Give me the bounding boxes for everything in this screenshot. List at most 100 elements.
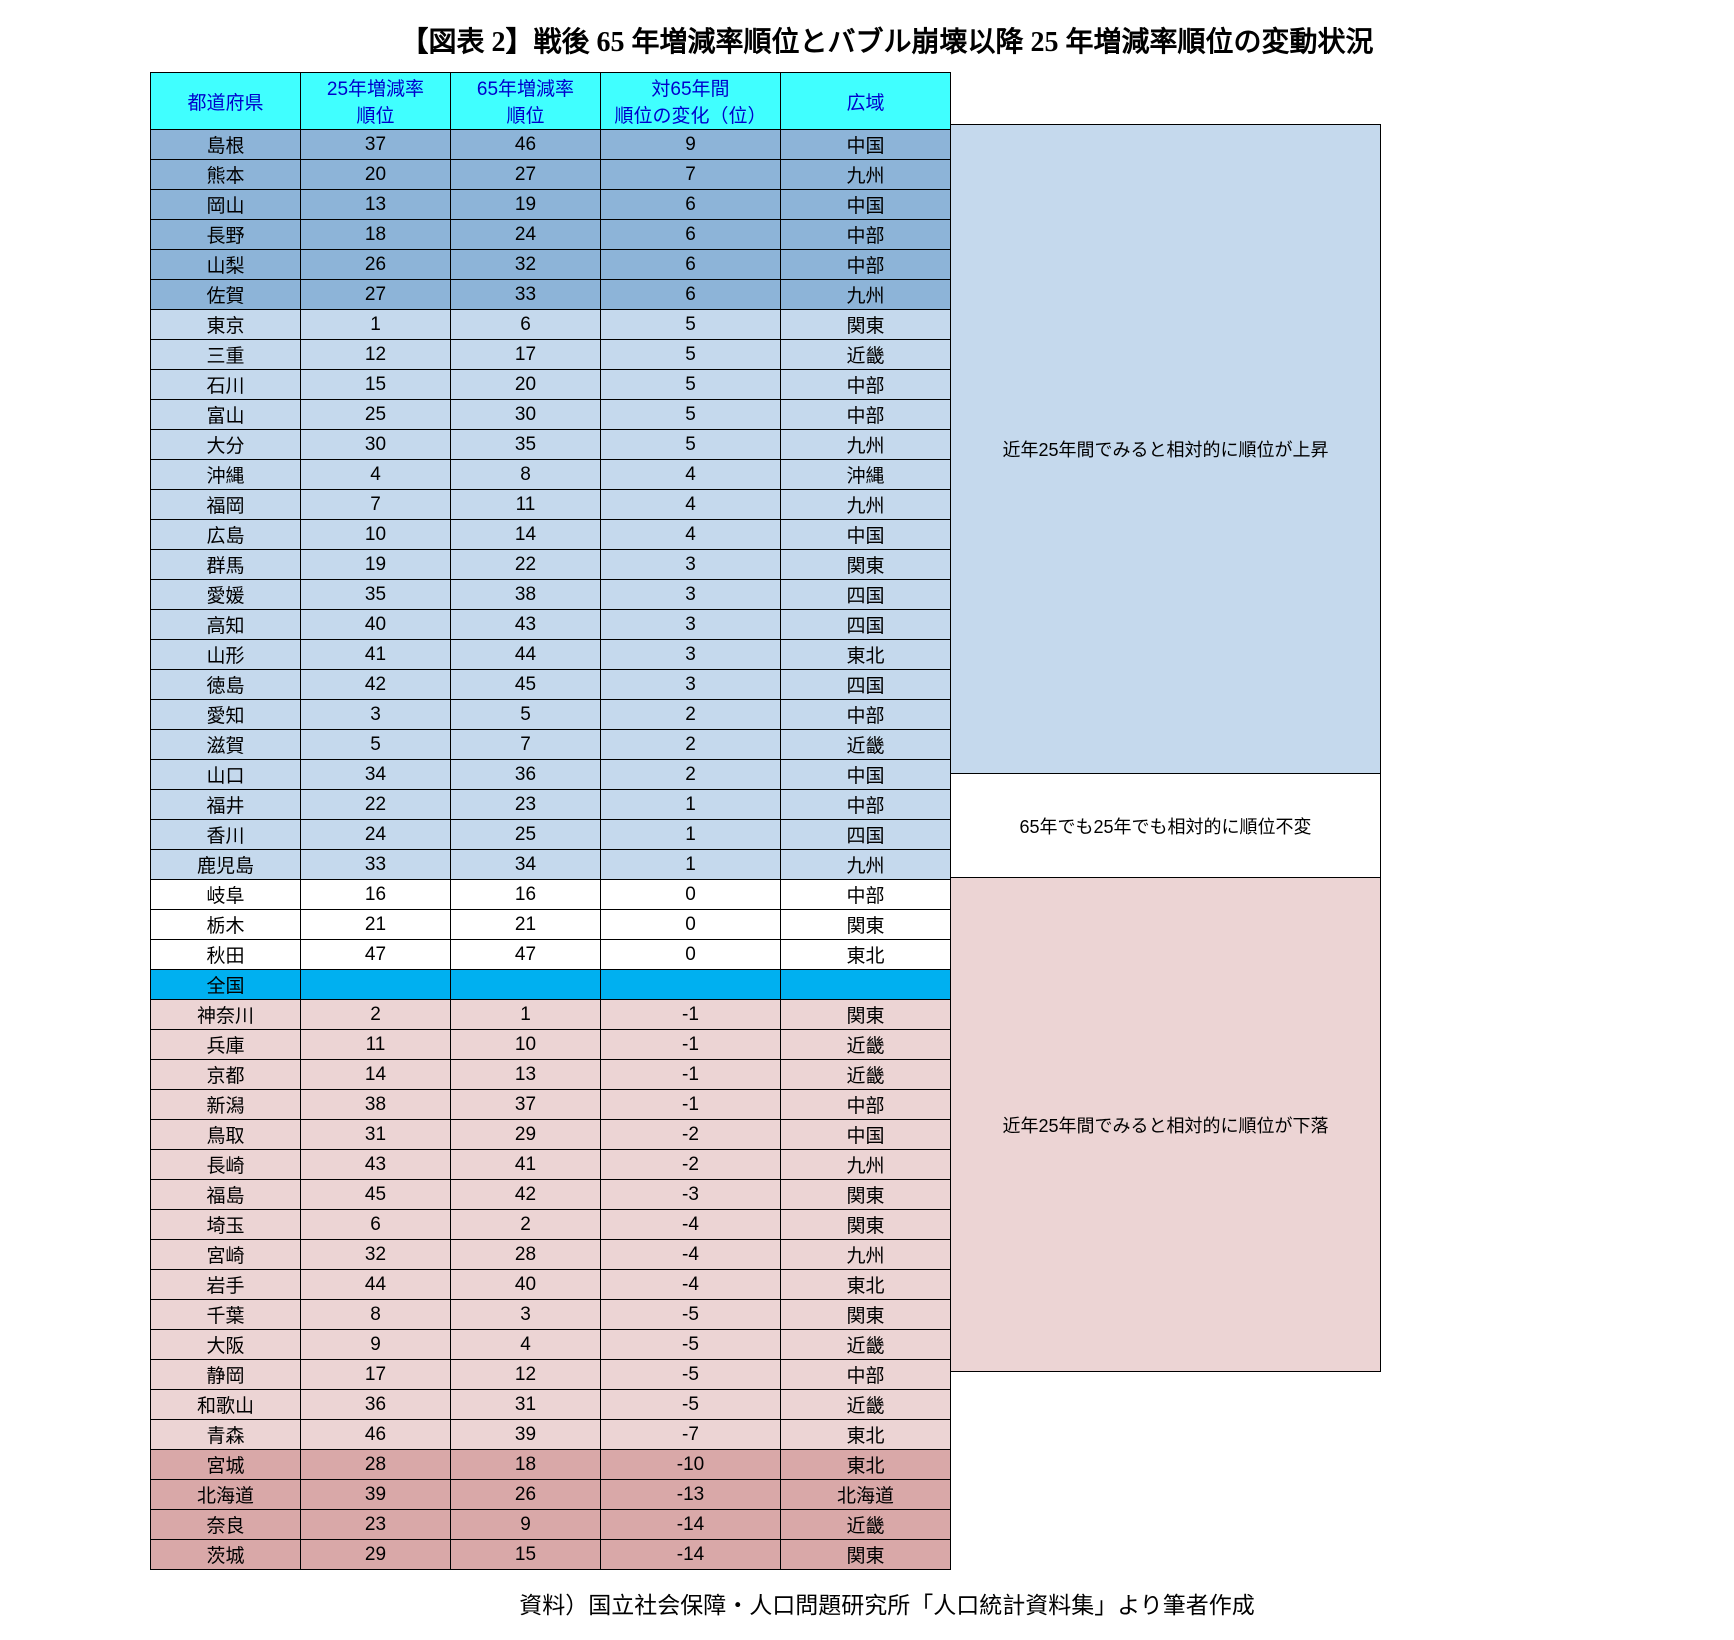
cell-reg: 東北: [781, 940, 951, 970]
cell-reg: 近畿: [781, 730, 951, 760]
cell-r25: 16: [301, 880, 451, 910]
table-row: 北海道3926-13北海道: [151, 1480, 951, 1510]
table-row: 栃木21210関東: [151, 910, 951, 940]
cell-pref: 全国: [151, 970, 301, 1000]
table-row: 新潟3837-1中部: [151, 1090, 951, 1120]
cell-reg: 中部: [781, 790, 951, 820]
cell-reg: 九州: [781, 280, 951, 310]
cell-chg: -1: [601, 1000, 781, 1030]
cell-reg: 九州: [781, 1240, 951, 1270]
cell-chg: -10: [601, 1450, 781, 1480]
cell-reg: 近畿: [781, 340, 951, 370]
cell-r65: 46: [451, 130, 601, 160]
cell-r65: 34: [451, 850, 601, 880]
cell-r65: 4: [451, 1330, 601, 1360]
cell-r25: 4: [301, 460, 451, 490]
cell-pref: 島根: [151, 130, 301, 160]
cell-chg: 1: [601, 820, 781, 850]
cell-chg: -4: [601, 1270, 781, 1300]
cell-pref: 鹿児島: [151, 850, 301, 880]
cell-pref: 大分: [151, 430, 301, 460]
table-row: 全国: [151, 970, 951, 1000]
cell-r25: 44: [301, 1270, 451, 1300]
cell-reg: 関東: [781, 1540, 951, 1570]
table-row: 埼玉62-4関東: [151, 1210, 951, 1240]
cell-chg: 4: [601, 520, 781, 550]
table-row: 秋田47470東北: [151, 940, 951, 970]
table-row: 和歌山3631-5近畿: [151, 1390, 951, 1420]
table-row: 佐賀27336九州: [151, 280, 951, 310]
cell-chg: -13: [601, 1480, 781, 1510]
cell-pref: 沖縄: [151, 460, 301, 490]
cell-chg: -1: [601, 1060, 781, 1090]
cell-chg: 2: [601, 760, 781, 790]
cell-reg: 中部: [781, 400, 951, 430]
cell-r25: 37: [301, 130, 451, 160]
cell-pref: 岩手: [151, 1270, 301, 1300]
cell-r25: 10: [301, 520, 451, 550]
cell-chg: 3: [601, 550, 781, 580]
table-row: 山梨26326中部: [151, 250, 951, 280]
cell-r25: 31: [301, 1120, 451, 1150]
table-row: 岩手4440-4東北: [151, 1270, 951, 1300]
cell-chg: 0: [601, 940, 781, 970]
cell-r65: 20: [451, 370, 601, 400]
cell-pref: 群馬: [151, 550, 301, 580]
cell-r25: 36: [301, 1390, 451, 1420]
cell-reg: 近畿: [781, 1330, 951, 1360]
cell-reg: 北海道: [781, 1480, 951, 1510]
header-change: 対65年間順位の変化（位）: [601, 73, 781, 130]
cell-r65: 22: [451, 550, 601, 580]
cell-r65: 44: [451, 640, 601, 670]
header-rank65: 65年増減率順位: [451, 73, 601, 130]
cell-r25: 34: [301, 760, 451, 790]
cell-chg: 5: [601, 430, 781, 460]
cell-r25: 33: [301, 850, 451, 880]
table-row: 沖縄484沖縄: [151, 460, 951, 490]
table-row: 高知40433四国: [151, 610, 951, 640]
cell-r25: 42: [301, 670, 451, 700]
table-row: 富山25305中部: [151, 400, 951, 430]
cell-pref: 福岡: [151, 490, 301, 520]
cell-reg: 関東: [781, 310, 951, 340]
cell-r25: 17: [301, 1360, 451, 1390]
cell-r65: 12: [451, 1360, 601, 1390]
cell-pref: 滋賀: [151, 730, 301, 760]
cell-reg: 関東: [781, 910, 951, 940]
cell-r25: 1: [301, 310, 451, 340]
cell-r65: 21: [451, 910, 601, 940]
cell-pref: 東京: [151, 310, 301, 340]
annotation-column: 近年25年間でみると相対的に順位が上昇65年でも25年でも相対的に順位不変近年2…: [951, 72, 1381, 1570]
cell-pref: 徳島: [151, 670, 301, 700]
cell-reg: 中部: [781, 880, 951, 910]
table-row: 愛媛35383四国: [151, 580, 951, 610]
cell-r25: 8: [301, 1300, 451, 1330]
cell-r25: 11: [301, 1030, 451, 1060]
cell-chg: 5: [601, 370, 781, 400]
cell-r25: 21: [301, 910, 451, 940]
cell-r65: 19: [451, 190, 601, 220]
cell-reg: 四国: [781, 820, 951, 850]
cell-pref: 愛媛: [151, 580, 301, 610]
cell-pref: 長野: [151, 220, 301, 250]
cell-reg: 四国: [781, 670, 951, 700]
cell-r25: 5: [301, 730, 451, 760]
cell-pref: 大阪: [151, 1330, 301, 1360]
table-row: 宮崎3228-4九州: [151, 1240, 951, 1270]
cell-pref: 千葉: [151, 1300, 301, 1330]
cell-r25: 18: [301, 220, 451, 250]
cell-reg: 中国: [781, 130, 951, 160]
cell-r65: [451, 970, 601, 1000]
cell-reg: 九州: [781, 430, 951, 460]
table-row: 徳島42453四国: [151, 670, 951, 700]
table-row: 青森4639-7東北: [151, 1420, 951, 1450]
cell-reg: 中国: [781, 520, 951, 550]
cell-r25: 7: [301, 490, 451, 520]
cell-chg: 6: [601, 280, 781, 310]
cell-r65: 8: [451, 460, 601, 490]
cell-chg: 6: [601, 190, 781, 220]
annotation-block: 近年25年間でみると相対的に順位が下落: [951, 878, 1381, 1372]
table-row: 兵庫1110-1近畿: [151, 1030, 951, 1060]
cell-r25: 22: [301, 790, 451, 820]
cell-chg: -7: [601, 1420, 781, 1450]
